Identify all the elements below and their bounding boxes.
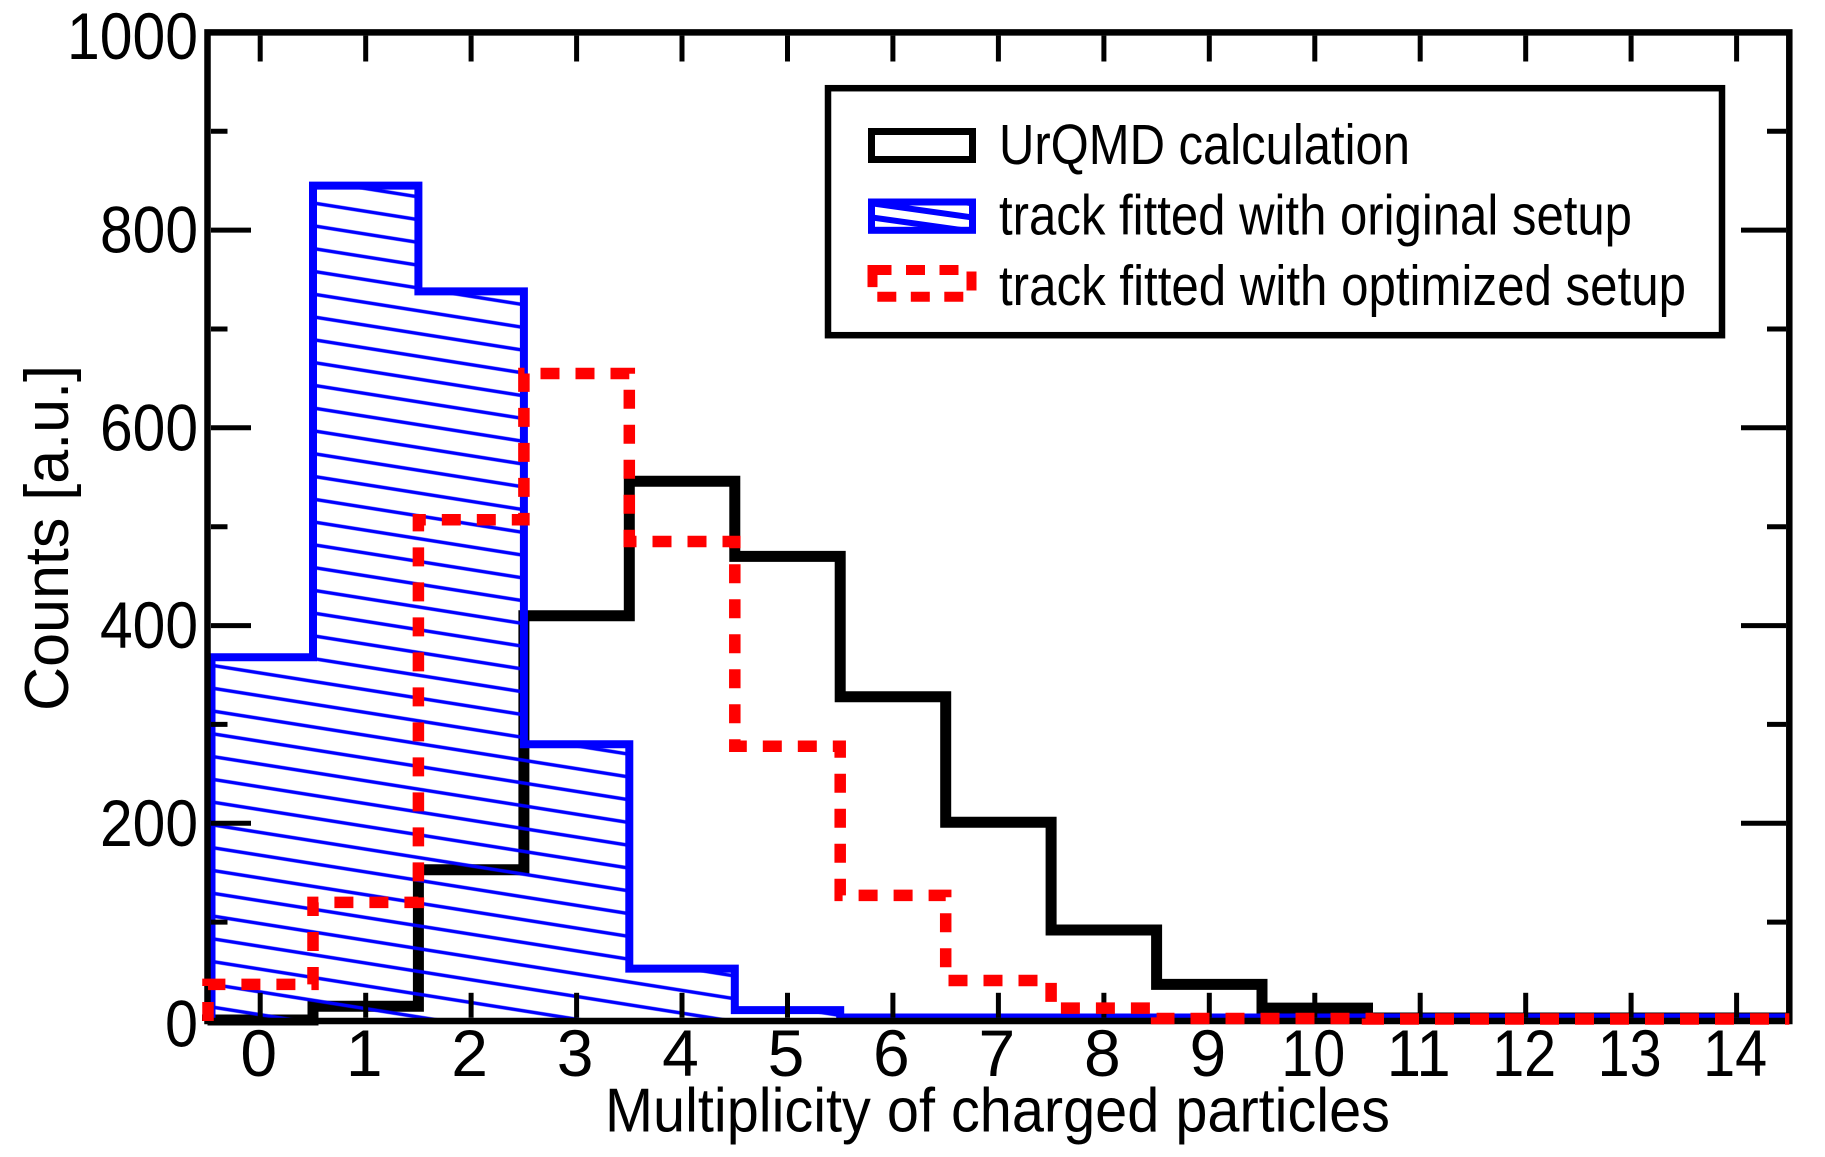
svg-text:3: 3 bbox=[557, 1016, 594, 1090]
svg-text:1000: 1000 bbox=[67, 0, 198, 73]
svg-text:9: 9 bbox=[1189, 1016, 1226, 1090]
svg-text:14: 14 bbox=[1703, 1016, 1767, 1090]
svg-text:0: 0 bbox=[165, 987, 198, 1061]
svg-text:200: 200 bbox=[100, 786, 198, 860]
svg-text:track fitted with optimized se: track fitted with optimized setup bbox=[999, 254, 1686, 318]
svg-text:5: 5 bbox=[768, 1016, 805, 1090]
svg-text:8: 8 bbox=[1084, 1016, 1121, 1090]
svg-text:6: 6 bbox=[873, 1016, 910, 1090]
svg-text:Counts [a.u.]: Counts [a.u.] bbox=[13, 365, 82, 711]
svg-text:13: 13 bbox=[1598, 1016, 1662, 1090]
svg-text:10: 10 bbox=[1281, 1016, 1345, 1090]
svg-text:600: 600 bbox=[100, 390, 198, 464]
svg-text:2: 2 bbox=[451, 1016, 488, 1090]
svg-text:4: 4 bbox=[662, 1016, 699, 1090]
svg-text:800: 800 bbox=[100, 193, 198, 267]
svg-text:UrQMD calculation: UrQMD calculation bbox=[999, 113, 1410, 177]
svg-text:400: 400 bbox=[100, 588, 198, 662]
svg-text:track fitted with original set: track fitted with original setup bbox=[999, 184, 1632, 248]
svg-text:11: 11 bbox=[1387, 1016, 1451, 1090]
svg-text:0: 0 bbox=[240, 1016, 277, 1090]
svg-text:Multiplicity of charged partic: Multiplicity of charged particles bbox=[605, 1077, 1390, 1146]
svg-text:12: 12 bbox=[1492, 1016, 1556, 1090]
svg-text:7: 7 bbox=[979, 1016, 1016, 1090]
svg-text:1: 1 bbox=[346, 1016, 383, 1090]
